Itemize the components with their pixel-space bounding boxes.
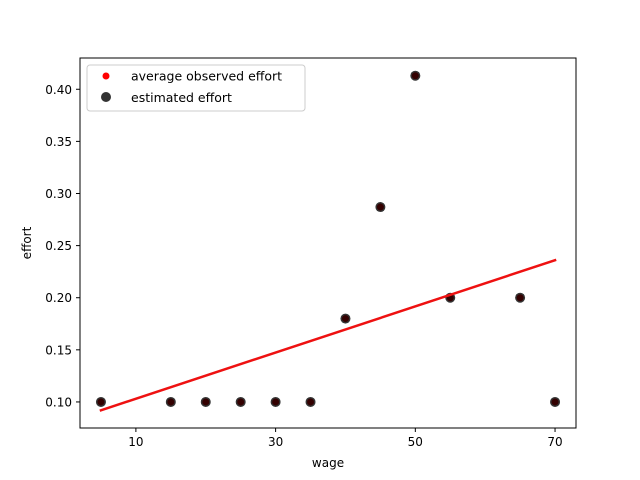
estimated-effort-point xyxy=(270,396,281,407)
y-axis-label: effort xyxy=(20,226,34,259)
y-tick-label: 0.30 xyxy=(45,187,72,201)
legend-marker-estimated-effort xyxy=(101,92,111,102)
estimated-effort-point xyxy=(200,396,211,407)
estimated-effort-point xyxy=(550,396,561,407)
x-tick-label: 10 xyxy=(128,435,143,449)
legend-label-estimated-effort: estimated effort xyxy=(131,90,232,105)
estimated-effort-point xyxy=(410,70,421,81)
y-tick-label: 0.40 xyxy=(45,83,72,97)
y-tick-label: 0.20 xyxy=(45,291,72,305)
x-tick-label: 30 xyxy=(268,435,283,449)
legend-marker-average-observed-effort xyxy=(102,72,110,80)
estimated-effort-point xyxy=(165,396,176,407)
legend-box xyxy=(86,64,306,112)
x-axis: 10 30 50 70 xyxy=(128,428,563,449)
estimated-effort-point xyxy=(375,202,386,213)
plot-marks xyxy=(95,70,561,412)
plot-frame xyxy=(79,57,577,429)
y-axis: 0.10 0.15 0.20 0.25 0.30 0.35 0.40 xyxy=(45,83,80,409)
x-tick-label: 50 xyxy=(408,435,423,449)
estimated-effort-point xyxy=(340,313,351,324)
trend-line xyxy=(99,258,557,412)
y-tick-label: 0.10 xyxy=(45,395,72,409)
y-tick-label: 0.25 xyxy=(45,239,72,253)
y-tick-label: 0.15 xyxy=(45,343,72,357)
x-axis-label: wage xyxy=(312,456,344,470)
estimated-effort-point xyxy=(515,292,526,303)
estimated-effort-point xyxy=(95,396,106,407)
estimated-effort-point xyxy=(235,396,246,407)
legend: average observed effort estimated effort xyxy=(86,64,306,112)
y-tick-label: 0.35 xyxy=(45,135,72,149)
legend-label-average-observed-effort: average observed effort xyxy=(131,69,282,84)
estimated-effort-point xyxy=(305,396,316,407)
x-tick-label: 70 xyxy=(547,435,562,449)
